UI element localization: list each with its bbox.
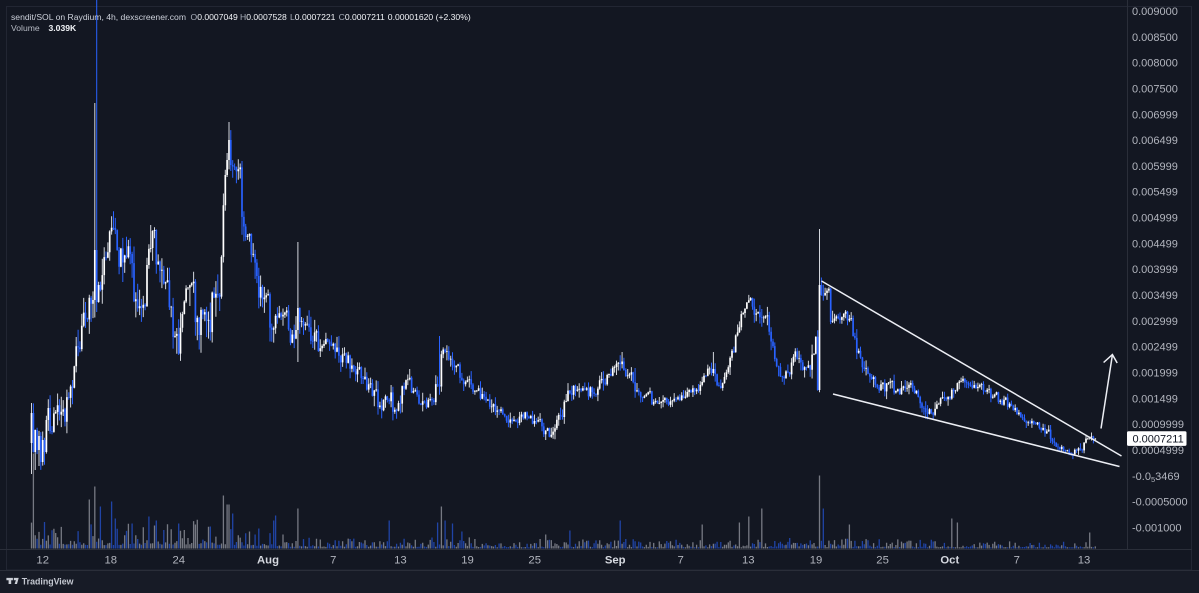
svg-text:3.039K: 3.039K <box>49 23 78 33</box>
svg-text:0.001499: 0.001499 <box>1132 393 1178 405</box>
svg-text:0.0004999: 0.0004999 <box>1132 445 1184 457</box>
svg-text:25: 25 <box>528 555 541 567</box>
svg-text:0.005499: 0.005499 <box>1132 187 1178 199</box>
svg-text:7: 7 <box>1014 555 1020 567</box>
svg-text:13: 13 <box>1078 555 1091 567</box>
svg-text:0.0009999: 0.0009999 <box>1132 419 1184 431</box>
svg-text:0.004499: 0.004499 <box>1132 238 1178 250</box>
svg-text:Sep: Sep <box>605 555 626 567</box>
svg-text:C0.0007211: C0.0007211 <box>339 12 385 22</box>
svg-text:18: 18 <box>105 555 118 567</box>
svg-text:0.006999: 0.006999 <box>1132 109 1178 121</box>
svg-text:Aug: Aug <box>257 555 279 567</box>
svg-text:-0.053469: -0.053469 <box>1132 471 1180 484</box>
svg-text:0.008000: 0.008000 <box>1132 58 1178 70</box>
svg-text:24: 24 <box>173 555 186 567</box>
svg-text:O0.0007049: O0.0007049 <box>191 12 239 22</box>
svg-text:0.005999: 0.005999 <box>1132 161 1178 173</box>
svg-text:0.002499: 0.002499 <box>1132 342 1178 354</box>
svg-text:0.00001620 (+2.30%): 0.00001620 (+2.30%) <box>388 12 471 22</box>
svg-text:Oct: Oct <box>940 555 959 567</box>
svg-text:0.008500: 0.008500 <box>1132 32 1178 44</box>
svg-text:Volume: Volume <box>11 23 40 33</box>
svg-text:L0.0007221: L0.0007221 <box>290 12 336 22</box>
svg-text:13: 13 <box>742 555 755 567</box>
svg-text:0.009000: 0.009000 <box>1132 6 1178 18</box>
svg-text:0.0007211: 0.0007211 <box>1133 433 1184 445</box>
svg-text:13: 13 <box>394 555 407 567</box>
svg-text:7: 7 <box>330 555 336 567</box>
svg-text:0.003999: 0.003999 <box>1132 264 1178 276</box>
svg-text:0.001999: 0.001999 <box>1132 368 1178 380</box>
svg-text:12: 12 <box>36 555 49 567</box>
svg-text:0.004999: 0.004999 <box>1132 213 1178 225</box>
svg-text:0.002999: 0.002999 <box>1132 316 1178 328</box>
svg-text:0.007500: 0.007500 <box>1132 83 1178 95</box>
svg-text:-0.001000: -0.001000 <box>1132 522 1182 534</box>
svg-text:0.003499: 0.003499 <box>1132 290 1178 302</box>
svg-text:H0.0007528: H0.0007528 <box>240 12 287 22</box>
svg-text:19: 19 <box>810 555 823 567</box>
svg-text:-0.0005000: -0.0005000 <box>1132 497 1188 509</box>
svg-text:19: 19 <box>461 555 474 567</box>
svg-text:7: 7 <box>677 555 683 567</box>
svg-text:25: 25 <box>876 555 889 567</box>
svg-text:sendit/SOL on Raydium, 4h, dex: sendit/SOL on Raydium, 4h, dexscreener.c… <box>11 12 186 22</box>
svg-text:0.006499: 0.006499 <box>1132 135 1178 147</box>
svg-text:TradingView: TradingView <box>22 576 74 586</box>
